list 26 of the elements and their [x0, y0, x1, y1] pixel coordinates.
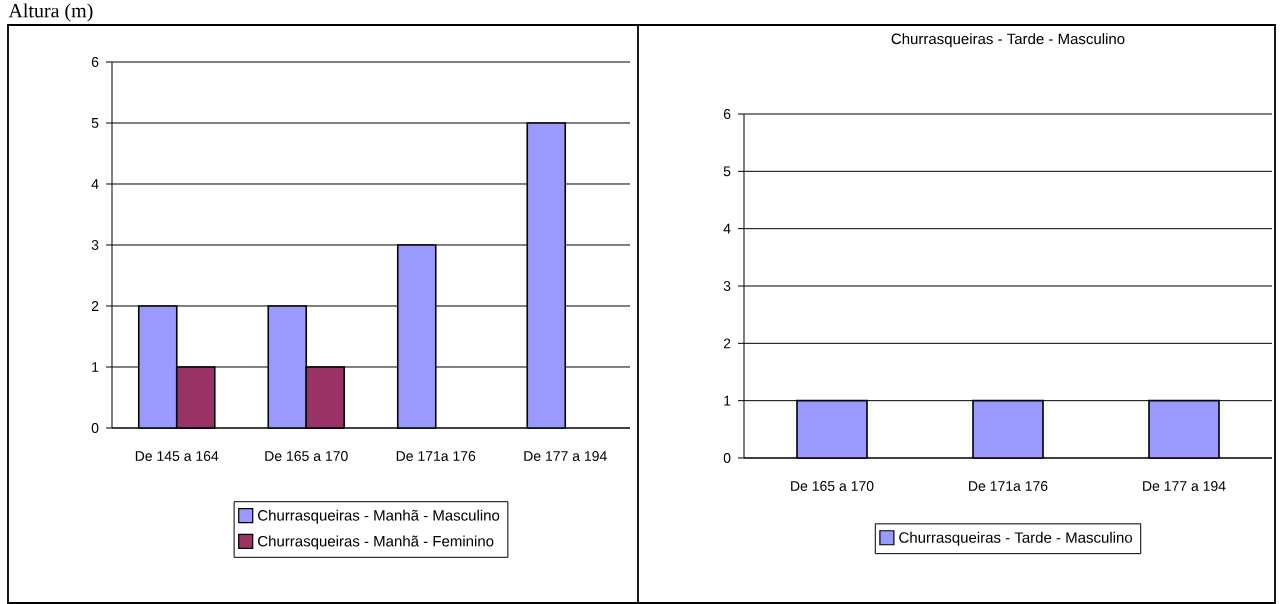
y-tick-label: 3: [723, 281, 731, 291]
y-tick-label: 1: [92, 362, 99, 372]
y-tick-label: 5: [723, 166, 731, 177]
legend-label: Churrasqueiras - Tarde - Masculino: [899, 531, 1133, 546]
y-tick-label: 4: [91, 179, 99, 189]
y-tick-label: 6: [723, 109, 731, 119]
y-tick-label: 4: [723, 223, 731, 234]
legend-label: Churrasqueiras - Manhã - Feminino: [258, 535, 494, 550]
y-tick-label: 2: [723, 338, 731, 349]
x-tick-label: De 171a 176: [969, 481, 1048, 491]
legend-label: Churrasqueiras - Manhã - Masculino: [258, 509, 500, 524]
y-tick-label: 0: [723, 453, 731, 463]
x-tick-label: De 165 a 170: [791, 481, 874, 491]
y-tick-label: 1: [724, 395, 731, 406]
y-tick-label: 2: [91, 301, 99, 311]
y-tick-label: 6: [91, 57, 99, 67]
y-tick-label: 3: [91, 240, 99, 250]
x-tick-label: De 171a 176: [396, 451, 476, 461]
chart-title: Churrasqueiras - Tarde - Masculino: [891, 33, 1125, 48]
text: Altura (m): [8, 3, 93, 22]
y-tick-label: 5: [91, 118, 99, 128]
x-tick-label: De 165 a 170: [265, 451, 348, 461]
x-tick-label: De 145 a 164: [135, 451, 219, 461]
y-tick-label: 0: [91, 423, 99, 433]
x-tick-label: De 177 a 194: [1143, 481, 1226, 491]
x-tick-label: De 177 a 194: [524, 451, 607, 461]
